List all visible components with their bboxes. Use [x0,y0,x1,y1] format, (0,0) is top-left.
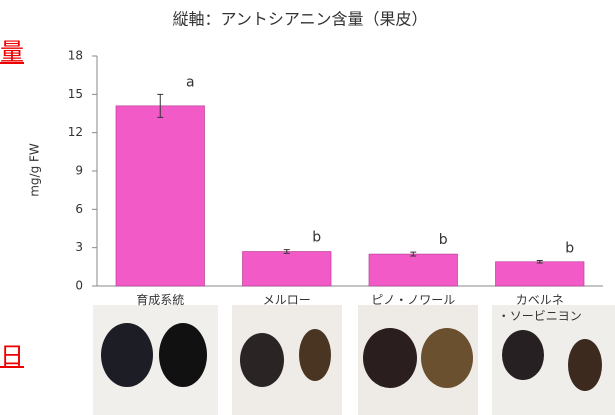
significance-label: b [565,240,574,256]
x-tick-label: 育成系統 [136,293,185,307]
bar [368,253,458,287]
y-tick-label: 9 [75,164,83,178]
y-tick-label: 18 [68,49,83,63]
cropped-text: 日 [0,342,24,370]
x-tick-label: メルロー [262,293,311,307]
y-tick-label: 0 [75,279,83,293]
x-tick-label: カベルネ ・ソービニヨン [497,293,582,323]
cropped-text: 量 [0,38,24,66]
bar [242,251,332,287]
y-tick-label: 12 [68,125,83,139]
photos [93,305,615,415]
error-bar [283,249,290,254]
bar [115,105,205,287]
y-tick-label: 6 [75,202,83,216]
y-tick-label: 15 [68,87,83,101]
error-bar [157,93,164,118]
error-bar [536,259,543,264]
chart-title: 縦軸：アントシアニン含量（果皮） [172,10,427,29]
y-axis-label: mg/g FW [28,143,42,197]
significance-label: b [439,232,448,248]
x-tick-label: ピノ・ノワール [371,293,456,307]
error-bar [410,251,417,257]
bar [495,261,585,287]
y-tick-label: 3 [75,240,83,254]
significance-label: a [186,74,195,90]
significance-label: b [312,230,321,246]
